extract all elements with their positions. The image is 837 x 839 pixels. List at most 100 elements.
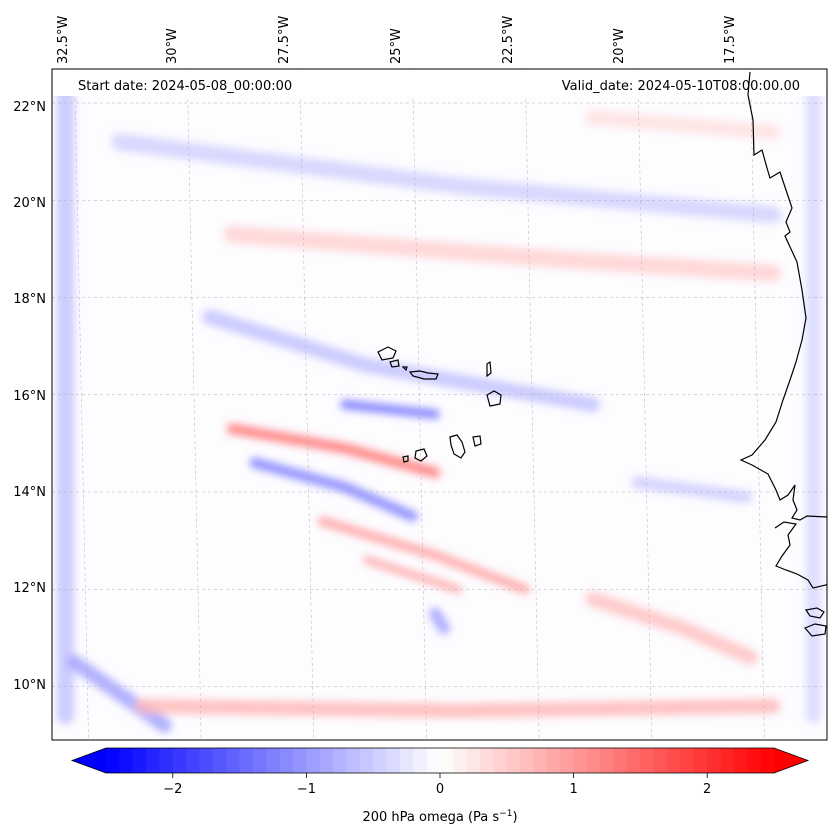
- colorbar-step: [653, 748, 668, 773]
- colorbar-step: [586, 748, 601, 773]
- lat-tick-label: 18°N: [13, 292, 46, 307]
- latitude-tick-labels: 22°N 20°N 18°N 16°N 14°N 12°N 10°N: [13, 100, 46, 693]
- lat-tick-label: 10°N: [13, 678, 46, 693]
- lat-tick-label: 22°N: [13, 100, 46, 115]
- colorbar-step: [119, 748, 134, 773]
- island-maio: [472, 435, 482, 447]
- colorbar-step: [373, 748, 387, 773]
- meridian-gridline: [299, 69, 315, 740]
- colorbar-step: [600, 748, 615, 773]
- colorbar-step: [573, 748, 588, 773]
- colorbar-step: [199, 748, 214, 773]
- lon-tick-label: 20°W: [612, 28, 627, 64]
- colorbar-step: [466, 748, 481, 773]
- colorbar-step: [760, 748, 775, 773]
- colorbar-step: [346, 748, 361, 773]
- island-sao-vicente: [389, 359, 400, 368]
- colorbar-label-end: ): [512, 810, 517, 825]
- lat-tick-label: 20°N: [13, 196, 46, 211]
- meridian-gridline: [524, 69, 540, 740]
- lon-tick-label: 32.5°W: [56, 16, 71, 64]
- colorbar-step: [506, 748, 521, 773]
- island-sal: [486, 360, 492, 378]
- colorbar-step: [333, 748, 347, 773]
- colorbar-step: [453, 748, 468, 773]
- edge-negative-sw: [67, 654, 172, 733]
- blob-negative-24w: [428, 607, 451, 635]
- band-positive-lower: [317, 516, 530, 595]
- colorbar-tick-label: 1: [569, 782, 577, 797]
- meridian-gridline: [412, 69, 427, 740]
- colorbar-step: [186, 748, 200, 773]
- lat-tick-label: 16°N: [13, 389, 46, 404]
- colorbar-label: 200 hPa omega (Pa s−1): [362, 809, 517, 825]
- colorbar-step: [733, 748, 748, 773]
- lon-tick-label: 17.5°W: [723, 16, 738, 64]
- colorbar-step: [613, 748, 628, 773]
- colorbar-step: [239, 748, 254, 773]
- colorbar-step: [640, 748, 655, 773]
- colorbar-step: [560, 748, 574, 773]
- colorbar: −2 −1 0 1 2 200 hPa omega (Pa s−1): [70, 747, 810, 825]
- colorbar-steps: [106, 748, 775, 773]
- colorbar-step: [252, 748, 267, 773]
- colorbar-step: [172, 748, 187, 773]
- colorbar-step: [720, 748, 735, 773]
- band-negative-cv: [340, 399, 440, 420]
- map-panel: Start date: 2024-05-08_00:00:00 Valid_da…: [51, 68, 828, 741]
- lat-tick-label: 12°N: [13, 581, 46, 596]
- band-positive-lower2: [363, 555, 462, 594]
- colorbar-label-main: 200 hPa omega (Pa s: [362, 810, 499, 825]
- colorbar-step: [266, 748, 281, 773]
- island-santa-luzia: [401, 366, 408, 372]
- island-fogo: [414, 448, 428, 462]
- colorbar-step: [707, 748, 721, 773]
- lon-tick-label: 30°W: [165, 28, 180, 64]
- omega-field: [57, 75, 821, 733]
- colorbar-step: [426, 748, 441, 773]
- colorbar-step: [667, 748, 681, 773]
- meridian-gridline: [186, 69, 202, 740]
- band-negative-mid: [202, 309, 600, 412]
- band-positive-se: [585, 591, 758, 665]
- cape-verde-islands: [377, 346, 502, 463]
- map-frame: [51, 68, 828, 741]
- colorbar-step: [293, 748, 307, 773]
- band-negative-south: [249, 457, 418, 522]
- colorbar-step: [386, 748, 401, 773]
- lat-tick-label: 14°N: [13, 485, 46, 500]
- lon-tick-label: 22.5°W: [501, 16, 516, 64]
- colorbar-tick-label: −2: [163, 782, 182, 797]
- island-santiago: [449, 434, 466, 459]
- colorbar-step: [226, 748, 240, 773]
- valid-date-label: Valid_date: 2024-05-10T08:00:00.00: [562, 79, 800, 94]
- graticule: [52, 69, 827, 740]
- island-boa-vista: [486, 390, 502, 407]
- african-coastline: [739, 71, 827, 637]
- colorbar-step: [132, 748, 147, 773]
- start-date-label: Start date: 2024-05-08_00:00:00: [78, 79, 292, 94]
- colorbar-extend-max: [774, 748, 808, 773]
- colorbar-tick-label: 0: [436, 782, 444, 797]
- colorbar-tick-label: −1: [297, 782, 316, 797]
- date-header-strip: [53, 70, 826, 96]
- meridian-gridline: [74, 69, 89, 740]
- lon-tick-label: 27.5°W: [277, 16, 292, 64]
- colorbar-step: [693, 748, 708, 773]
- colorbar-step: [212, 748, 227, 773]
- colorbar-step: [279, 748, 294, 773]
- lon-tick-label: 25°W: [389, 28, 404, 64]
- island-santo-antao: [377, 346, 397, 361]
- island-sao-nicolau: [408, 370, 439, 380]
- colorbar-step: [520, 748, 534, 773]
- colorbar-step: [533, 748, 548, 773]
- band-negative-east-14n: [631, 476, 752, 503]
- meridian-gridline: [637, 69, 653, 740]
- colorbar-step: [306, 748, 321, 773]
- band-positive-bottom: [134, 698, 781, 719]
- colorbar-step: [159, 748, 174, 773]
- colorbar-step: [546, 748, 561, 773]
- colorbar-extend-min: [72, 748, 106, 773]
- colorbar-step: [440, 748, 454, 773]
- colorbar-step: [359, 748, 374, 773]
